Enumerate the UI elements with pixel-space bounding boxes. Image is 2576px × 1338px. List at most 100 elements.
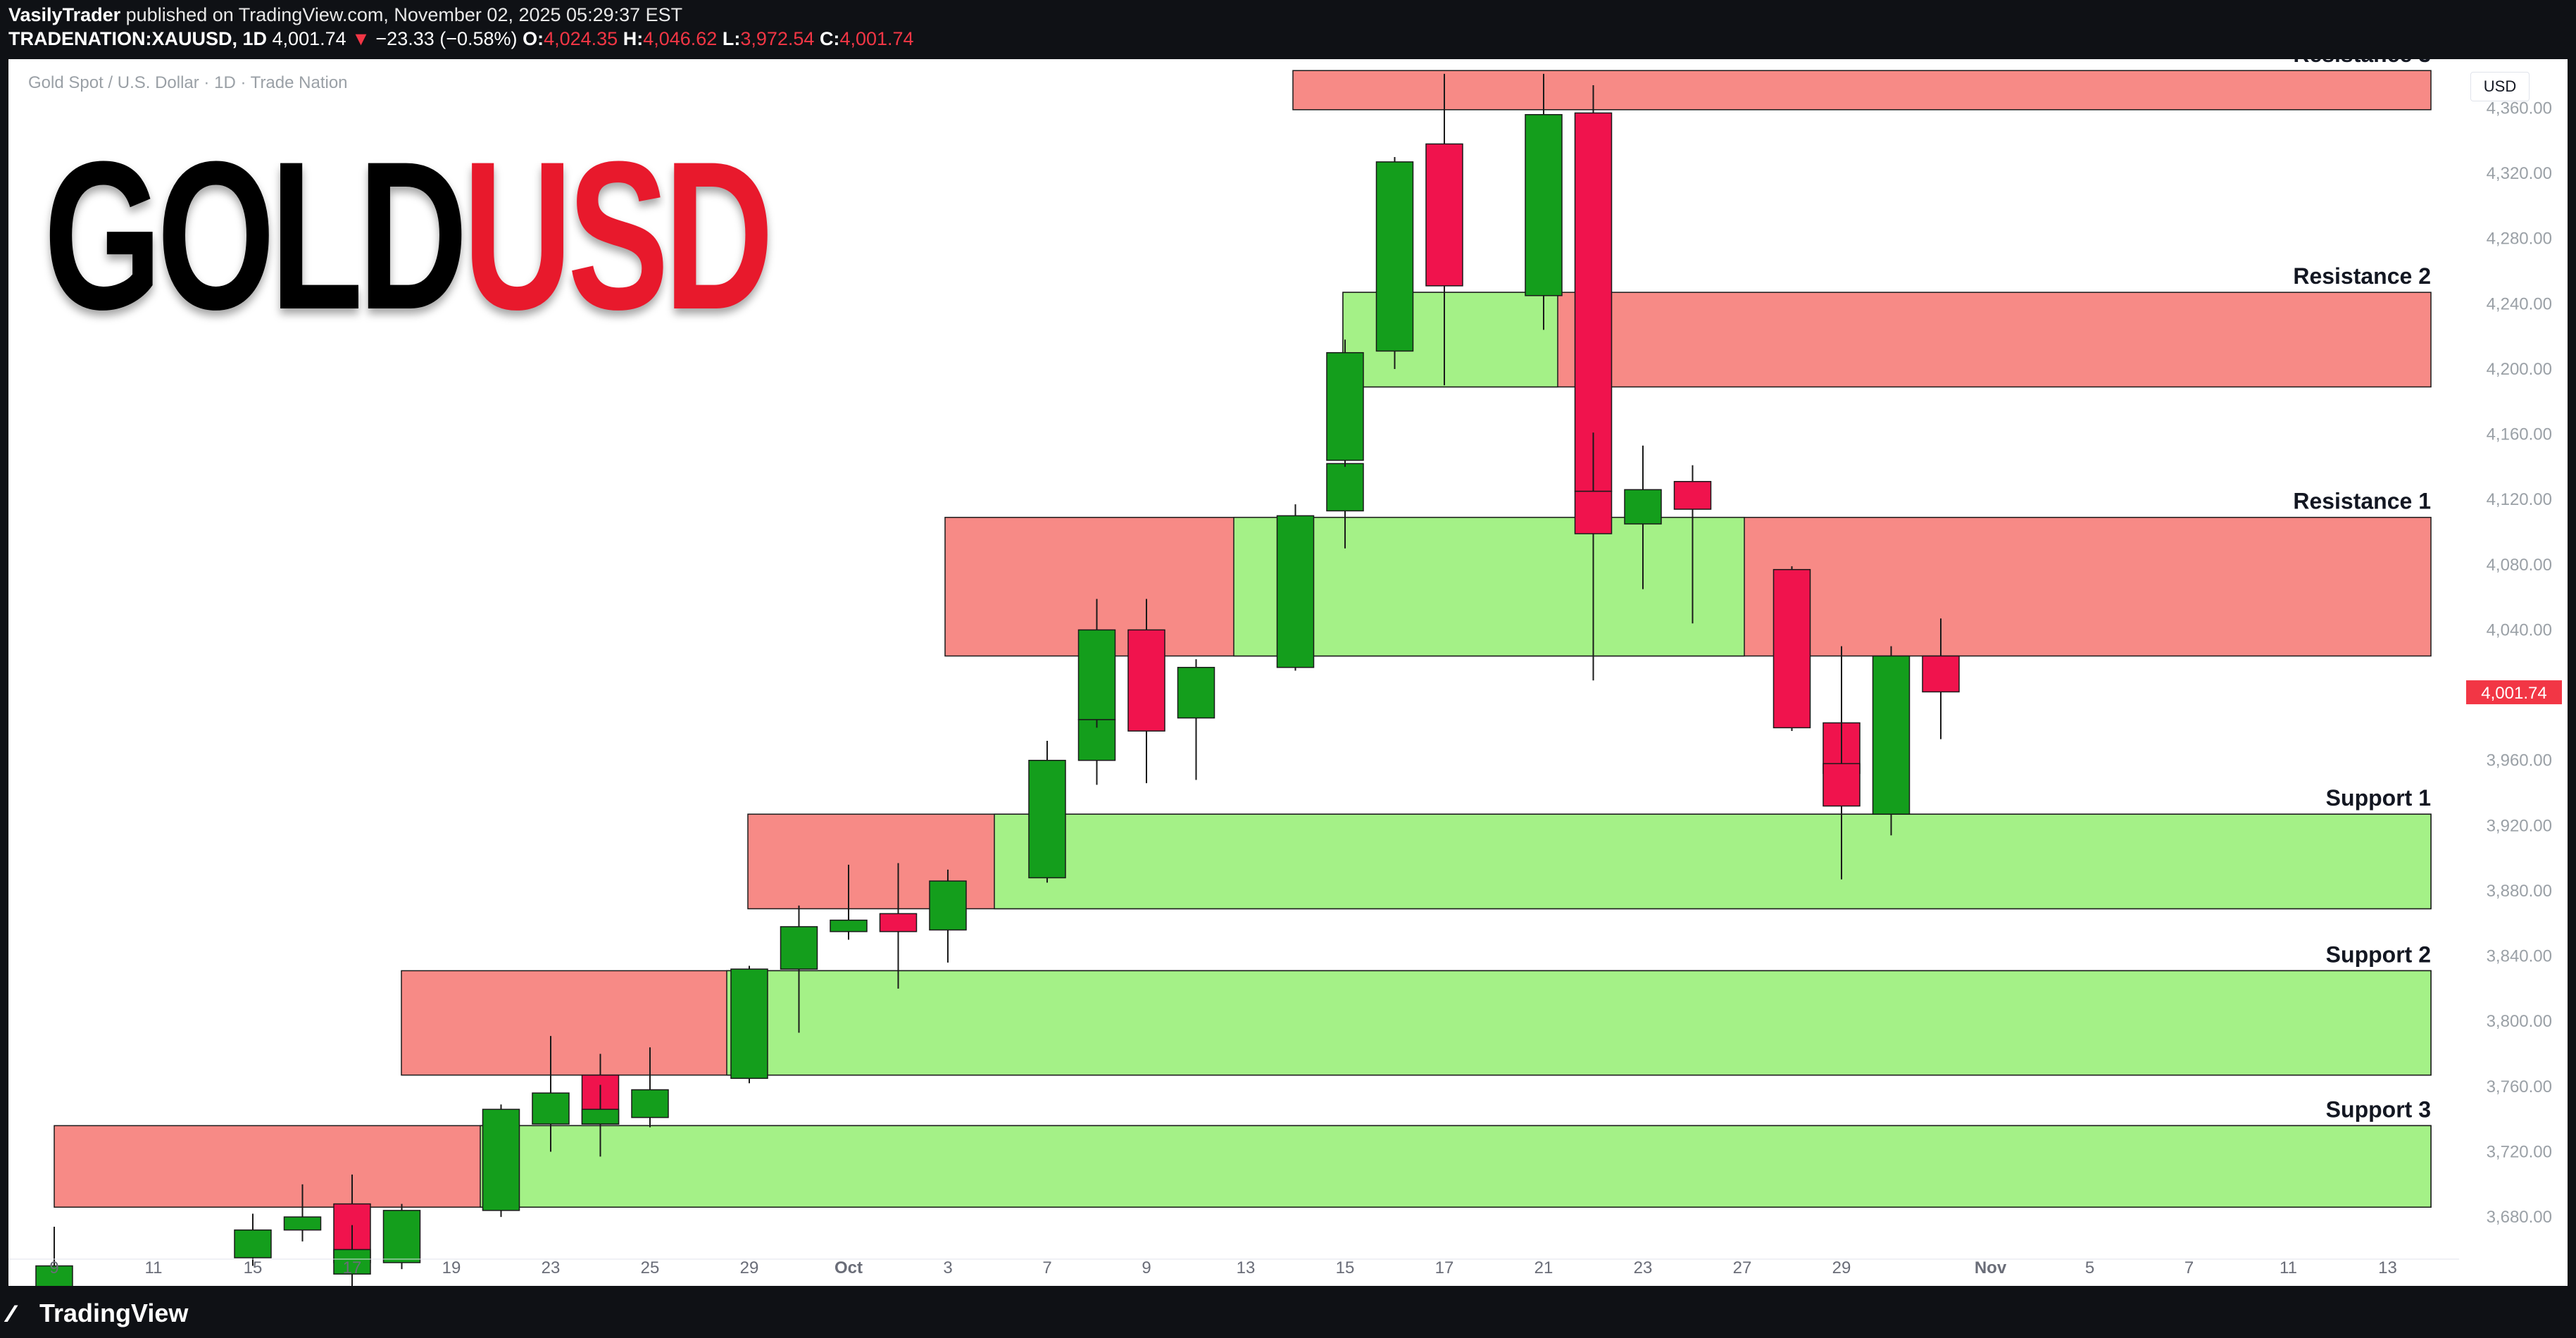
symbol-label: TRADENATION:XAUUSD, 1D xyxy=(8,28,268,49)
candle-body xyxy=(1922,655,1960,693)
candle-body xyxy=(1077,719,1116,761)
y-tick-label: 3,880.00 xyxy=(2487,882,2552,901)
candle-body xyxy=(1772,569,1811,729)
x-tick-label: 21 xyxy=(1534,1258,1553,1277)
candle-body xyxy=(1872,655,1911,815)
candle-body xyxy=(333,1249,371,1275)
candle-body xyxy=(631,1089,669,1118)
open-value: 4,024.35 xyxy=(544,28,618,49)
low-label: L: xyxy=(722,28,741,49)
x-tick-label: 17 xyxy=(1435,1258,1454,1277)
y-tick-label: 3,720.00 xyxy=(2487,1142,2552,1161)
x-tick-label: 23 xyxy=(1634,1258,1653,1277)
y-tick-label: 3,920.00 xyxy=(2487,816,2552,835)
zone-resistance-3 xyxy=(1292,70,2432,111)
title-word-usd: USD xyxy=(463,117,774,354)
zone-support-3-green xyxy=(480,1125,2432,1208)
candle-body xyxy=(1326,463,1364,512)
last-price-label: 4,001.74 xyxy=(2481,684,2546,703)
title-word-gold: GOLD xyxy=(44,117,468,354)
high-value: 4,046.62 xyxy=(643,28,718,49)
author-name[interactable]: VasilyTrader xyxy=(8,4,121,25)
candle-body xyxy=(1326,352,1364,461)
x-tick-label: 3 xyxy=(943,1258,952,1277)
candle-body xyxy=(780,926,818,970)
x-tick-label: 15 xyxy=(244,1258,263,1277)
high-label: H: xyxy=(623,28,644,49)
candle-body xyxy=(1673,481,1712,510)
x-tick-label: 25 xyxy=(641,1258,660,1277)
y-tick-label: 4,360.00 xyxy=(2487,99,2552,118)
zone-resistance-2-green xyxy=(1342,292,1558,388)
close-label: C: xyxy=(819,28,840,49)
candle-body xyxy=(1177,666,1215,719)
y-tick-label: 4,120.00 xyxy=(2487,490,2552,509)
x-tick-label: 5 xyxy=(2085,1258,2094,1277)
x-tick-label: 13 xyxy=(2378,1258,2397,1277)
x-tick-label: 19 xyxy=(442,1258,461,1277)
candle-body xyxy=(1624,489,1662,525)
last-price-tag xyxy=(2466,680,2562,705)
candle-body xyxy=(1574,490,1613,534)
brand-name: TradingView xyxy=(39,1299,189,1327)
y-tick-label: 4,240.00 xyxy=(2487,294,2552,313)
y-tick-label: 4,200.00 xyxy=(2487,360,2552,379)
chart-panel[interactable]: Resistance 3 Resistance 2 Resistance 1 Supp… xyxy=(8,59,2568,1286)
x-tick-label: 7 xyxy=(1042,1258,1051,1277)
zone-support-2-label: Support 2 xyxy=(2326,942,2431,967)
chart-title-logo: GOLDUSD xyxy=(44,130,774,341)
candle-body xyxy=(532,1092,570,1125)
candle-body xyxy=(581,1108,620,1125)
candle-body xyxy=(234,1229,272,1258)
symbol-description: Gold Spot / U.S. Dollar · 1D · Trade Nat… xyxy=(28,73,348,92)
y-tick-label: 3,760.00 xyxy=(2487,1077,2552,1096)
candle-body xyxy=(1425,143,1463,287)
x-tick-label: 7 xyxy=(2184,1258,2194,1277)
candle-body xyxy=(730,968,768,1080)
y-tick-label: 4,080.00 xyxy=(2487,556,2552,575)
candle-body xyxy=(1525,113,1563,296)
zone-resistance-2-label: Resistance 2 xyxy=(2293,263,2431,289)
x-tick-label: 11 xyxy=(145,1258,163,1277)
candle-body xyxy=(1127,629,1165,732)
x-tick-label: Oct xyxy=(834,1258,863,1277)
x-tick-label: 29 xyxy=(1832,1258,1851,1277)
y-tick-label: 3,960.00 xyxy=(2487,751,2552,770)
price-chart[interactable]: Resistance 3 Resistance 2 Resistance 1 Supp… xyxy=(8,59,2568,1286)
x-tick-label: 13 xyxy=(1237,1258,1256,1277)
candle-body xyxy=(1574,112,1613,492)
last-price: 4,001.74 xyxy=(272,28,346,49)
currency-button[interactable]: USD xyxy=(2470,72,2530,101)
down-arrow-icon: ▼ xyxy=(351,28,370,49)
y-tick-label: 4,160.00 xyxy=(2487,425,2552,444)
zone-resistance-1-label: Resistance 1 xyxy=(2293,489,2431,514)
ohlc-line: TRADENATION:XAUUSD, 1D 4,001.74 ▼ −23.33… xyxy=(8,28,914,50)
candle-body xyxy=(1822,763,1861,807)
published-text: published on TradingView.com, November 0… xyxy=(125,4,683,25)
y-tick-label: 4,280.00 xyxy=(2487,230,2552,249)
x-tick-label: 23 xyxy=(542,1258,561,1277)
y-tick-label: 4,320.00 xyxy=(2487,164,2552,183)
zone-resistance-1-green xyxy=(1233,516,1745,657)
candle-body xyxy=(283,1216,322,1231)
low-value: 3,972.54 xyxy=(740,28,815,49)
candle-body xyxy=(1077,629,1116,720)
close-value: 4,001.74 xyxy=(839,28,914,49)
price-change: −23.33 (−0.58%) xyxy=(375,28,518,49)
tradingview-logo[interactable]: ⁄⁄ TradingView xyxy=(8,1299,188,1328)
candle-body xyxy=(830,919,868,932)
y-tick-label: 4,040.00 xyxy=(2487,620,2552,639)
zone-support-1-label: Support 1 xyxy=(2326,785,2431,811)
candle-body xyxy=(1276,515,1315,668)
x-tick-label: 27 xyxy=(1733,1258,1752,1277)
x-tick-label: 11 xyxy=(2280,1258,2297,1277)
x-tick-label: 29 xyxy=(740,1258,759,1277)
candle-body xyxy=(1375,161,1414,352)
candle-body xyxy=(1028,759,1066,879)
zone-support-3-label: Support 3 xyxy=(2326,1096,2431,1122)
candle-body xyxy=(879,913,918,932)
x-tick-label: Nov xyxy=(1975,1258,2007,1277)
publish-line: VasilyTrader published on TradingView.co… xyxy=(8,4,682,26)
x-tick-label: 17 xyxy=(343,1258,362,1277)
x-tick-label: 15 xyxy=(1336,1258,1355,1277)
